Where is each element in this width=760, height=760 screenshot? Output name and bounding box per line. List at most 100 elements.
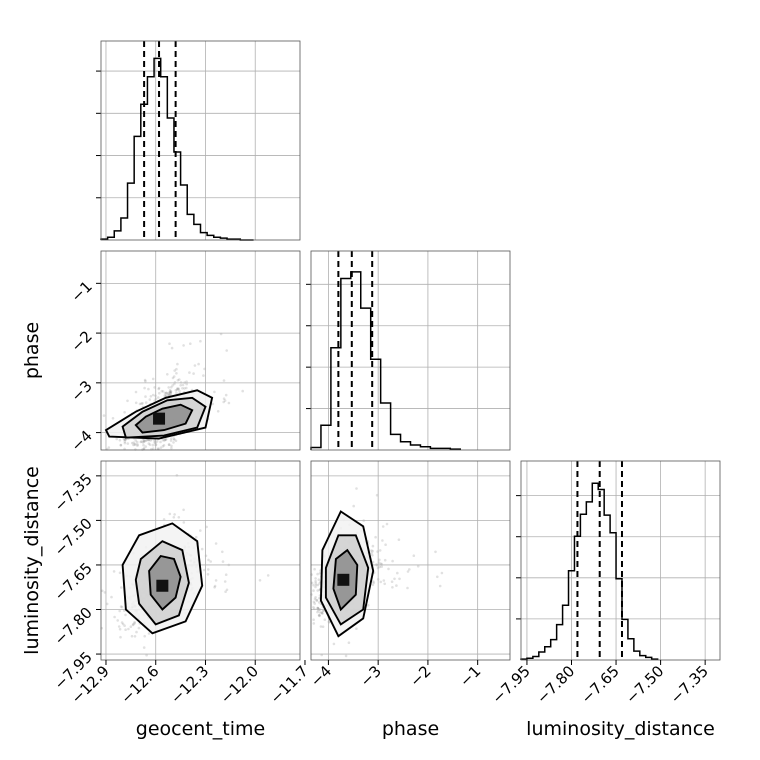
scatter-point [371,549,374,553]
scatter-point [378,558,381,562]
scatter-point [374,535,377,539]
scatter-point [107,446,111,449]
panel-frame-geocent_time-luminosity_distance [100,460,301,661]
scatter-point [169,391,172,395]
scatter-point [177,516,181,519]
scatter-point [123,624,126,627]
scatter-point [179,384,182,387]
scatter-point [383,582,387,586]
scatter-point [312,583,315,587]
density-peak [156,579,169,592]
scatter-point [142,646,146,649]
scatter-point [172,441,175,444]
scatter-point [371,583,375,587]
scatter-point [165,391,168,395]
scatter-point [149,439,152,442]
scatter-point [202,374,205,377]
scatter-point [391,559,394,563]
x-tick-label: −7.80 [533,662,578,707]
scatter-point [193,364,197,367]
scatter-point [123,411,126,414]
scatter-point [129,625,133,628]
scatter-point [145,653,148,657]
panel-frame-phase [310,250,511,451]
scatter-point [378,549,382,552]
scatter-point [151,377,155,381]
scatter-point [408,568,411,571]
scatter-point [379,562,383,566]
scatter-point [123,447,126,451]
scatter-point [211,402,214,406]
scatter-point [344,654,348,658]
scatter-point [134,401,138,405]
scatter-point [320,611,324,615]
density-peak [337,573,350,586]
scatter-point [312,600,316,604]
scatter-point [189,342,192,346]
scatter-point [315,599,319,602]
panel-frame-geocent_time-phase [100,250,301,451]
scatter-point [123,438,126,442]
x-tick-label: −1 [456,662,484,690]
scatter-point [119,443,123,447]
scatter-point [310,593,313,596]
scatter-point [182,508,185,512]
scatter-point [314,585,317,589]
scatter-point [396,571,399,575]
scatter-point [132,443,135,447]
scatter-point [175,367,178,371]
scatter-point [134,442,137,446]
scatter-point [163,391,167,395]
scatter-point [116,619,119,622]
scatter-point [143,378,147,382]
scatter-point [101,589,104,593]
scatter-point [197,362,200,366]
scatter-point [162,444,166,447]
scatter-point [164,438,168,441]
scatter-point [313,567,316,571]
scatter-point [159,440,162,444]
scatter-point [165,391,168,395]
scatter-point [436,575,439,579]
y-tick-label: −7.80 [51,604,96,649]
scatter-point [172,375,176,378]
scatter-point [199,339,202,343]
scatter-point [225,349,228,352]
y-tick-label: −7.50 [51,515,96,560]
scatter-point [381,539,384,542]
scatter-point [380,565,384,568]
scatter-point [390,580,394,583]
scatter-point [173,382,176,386]
x-tick-label: −4 [307,662,335,690]
scatter-point [206,573,210,576]
scatter-point [438,584,442,588]
x-axis-label-phase: phase [382,718,439,740]
scatter-point [146,438,150,442]
scatter-point [318,611,322,614]
scatter-point [142,439,146,443]
scatter-point [115,437,118,441]
scatter-point [371,544,375,548]
scatter-point [313,597,317,601]
scatter-point [153,439,156,443]
scatter-point [385,522,389,526]
scatter-point [155,440,159,443]
scatter-point [370,549,373,552]
scatter-point [133,635,137,638]
scatter-point [221,550,224,554]
scatter-point [224,590,227,593]
x-tick-label: −12.0 [217,662,262,707]
scatter-point [209,560,212,563]
scatter-point [118,438,122,442]
scatter-point [157,387,160,391]
scatter-point [163,439,166,442]
scatter-point [136,444,139,447]
scatter-point [133,443,136,447]
scatter-point [149,395,153,398]
scatter-point [214,542,218,545]
scatter-point [147,387,150,391]
scatter-point [167,392,170,395]
scatter-point [173,438,176,441]
scatter-point [313,602,317,605]
scatter-point [207,558,210,562]
